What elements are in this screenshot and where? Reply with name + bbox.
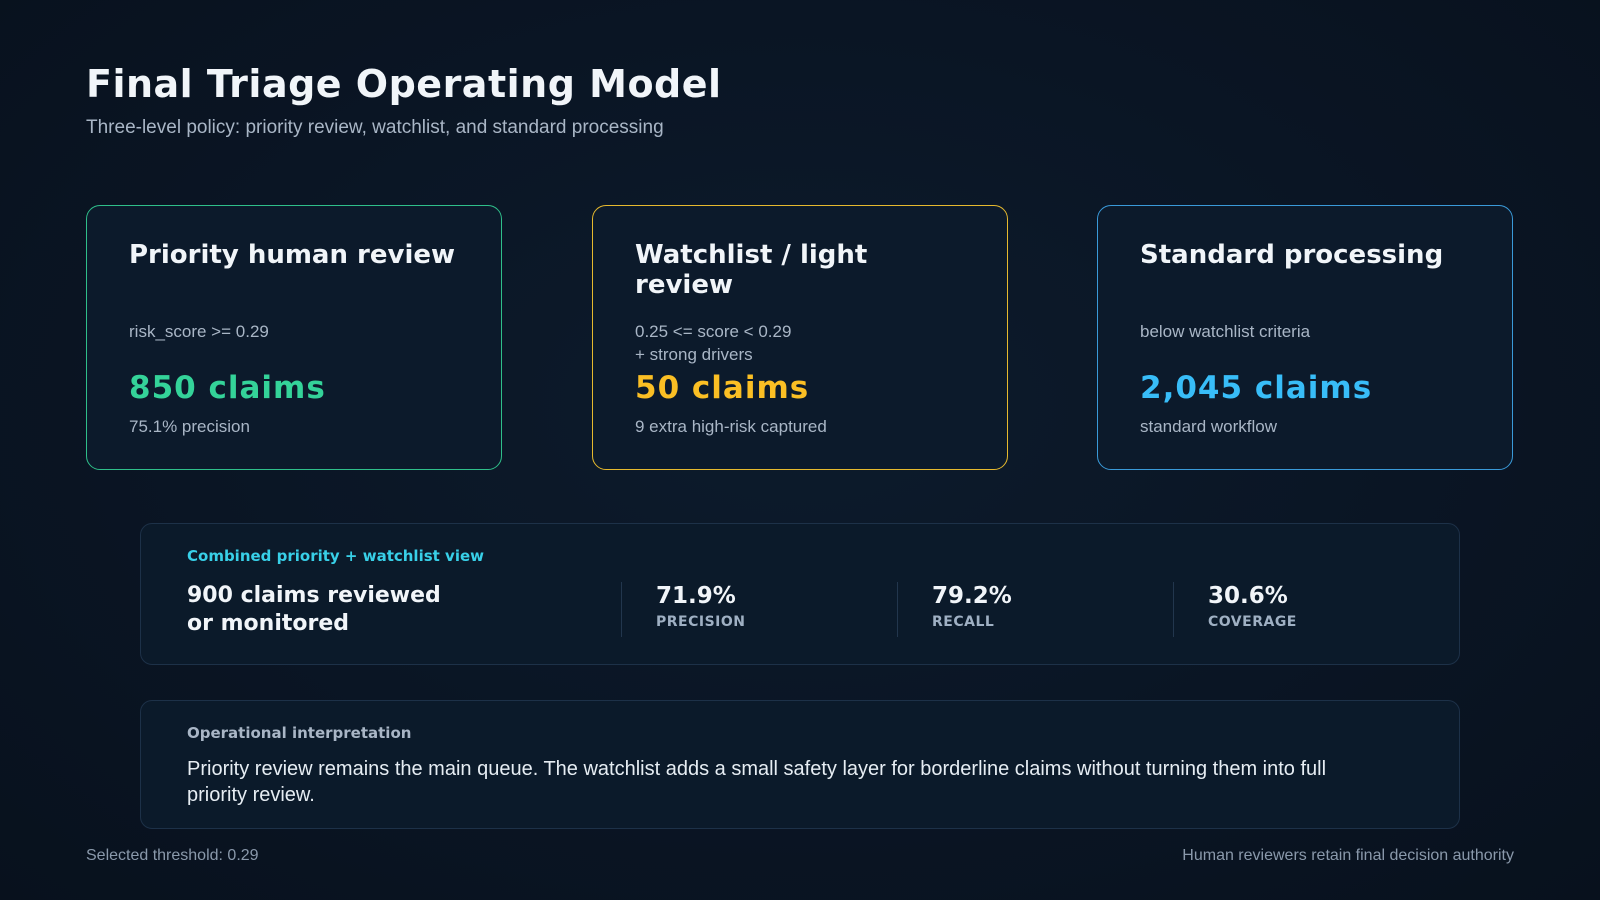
card-criteria: 0.25 <= score < 0.29 + strong drivers xyxy=(635,322,792,364)
standard-processing-card: Standard processing below watchlist crit… xyxy=(1097,205,1513,470)
card-note: standard workflow xyxy=(1140,417,1278,436)
card-criteria: risk_score >= 0.29 xyxy=(129,322,269,341)
metric-label: COVERAGE xyxy=(1208,614,1297,630)
metric-value: 71.9% xyxy=(656,583,736,609)
metric-value: 79.2% xyxy=(932,583,1012,609)
recall-metric: 79.2% RECALL xyxy=(897,582,1012,637)
card-count: 50 claims xyxy=(635,370,810,406)
combined-label: Combined priority + watchlist view xyxy=(187,547,484,565)
combined-view-panel: Combined priority + watchlist view 900 c… xyxy=(140,523,1460,665)
card-criteria: below watchlist criteria xyxy=(1140,322,1311,341)
metric-label: RECALL xyxy=(932,614,995,630)
card-title: Watchlist / light review xyxy=(635,240,868,300)
priority-review-card: Priority human review risk_score >= 0.29… xyxy=(86,205,502,470)
card-count: 2,045 claims xyxy=(1140,370,1373,406)
coverage-metric: 30.6% COVERAGE xyxy=(1173,582,1297,637)
footer-threshold: Selected threshold: 0.29 xyxy=(86,847,259,864)
card-note: 9 extra high-risk captured xyxy=(635,417,827,436)
card-count: 850 claims xyxy=(129,370,326,406)
precision-metric: 71.9% PRECISION xyxy=(621,582,746,637)
interpretation-text: Priority review remains the main queue. … xyxy=(187,758,1327,806)
page-subtitle: Three-level policy: priority review, wat… xyxy=(86,117,664,138)
combined-summary: 900 claims reviewed or monitored xyxy=(187,583,441,636)
page-title: Final Triage Operating Model xyxy=(86,62,722,106)
interpretation-label: Operational interpretation xyxy=(187,724,412,742)
interpretation-panel: Operational interpretation Priority revi… xyxy=(140,700,1460,829)
footer-note: Human reviewers retain final decision au… xyxy=(1182,847,1514,864)
watchlist-card: Watchlist / light review 0.25 <= score <… xyxy=(592,205,1008,470)
metric-value: 30.6% xyxy=(1208,583,1288,609)
card-note: 75.1% precision xyxy=(129,417,250,436)
card-title: Standard processing xyxy=(1140,240,1444,270)
metric-label: PRECISION xyxy=(656,614,746,630)
card-title: Priority human review xyxy=(129,240,456,270)
